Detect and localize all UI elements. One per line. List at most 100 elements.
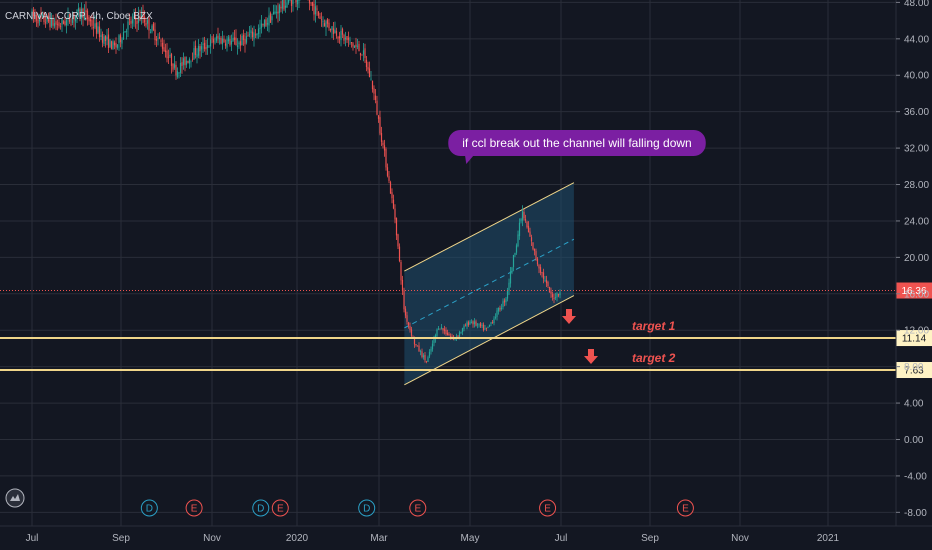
price-tick-label: 32.00 [904, 144, 929, 155]
candle-body [152, 23, 155, 31]
candle-body [532, 242, 534, 250]
price-tick-label: 4.00 [904, 399, 924, 410]
candle-body [187, 60, 189, 63]
candle-body [416, 345, 419, 347]
candle-body [139, 16, 141, 21]
candle-body [82, 8, 84, 19]
candle-body [209, 39, 212, 47]
candle-body [61, 19, 63, 25]
event-label: E [191, 504, 198, 515]
candle-body [481, 325, 483, 327]
candle-body [223, 38, 225, 42]
channel-mid-line [404, 238, 575, 329]
price-axis[interactable]: 48.00 44.00 40.00 36.00 32.00 28.00 24.00 20.00… [896, 0, 929, 519]
price-tick-label: -4.00 [904, 471, 927, 482]
candle-body [280, 6, 282, 9]
candle-body [422, 355, 425, 358]
candle-body [182, 58, 185, 65]
annotation-bubble[interactable]: if ccl break out the channel will fallin… [448, 130, 706, 164]
candle-body [376, 100, 378, 115]
candle-body [235, 37, 237, 46]
candle-body [250, 30, 252, 34]
candle-body [454, 338, 456, 340]
candle-body [443, 329, 446, 331]
candle-body [263, 20, 266, 27]
candle-body [52, 18, 54, 26]
candle-body [269, 13, 272, 23]
candle-body [410, 329, 413, 336]
candle-body [550, 291, 552, 294]
candle-body [227, 37, 230, 42]
event-label: D [257, 504, 264, 515]
candle-body [74, 15, 77, 22]
candle-body [287, 0, 290, 3]
candle-body [55, 21, 57, 25]
candle-body [338, 36, 341, 39]
candle-body [526, 222, 528, 228]
candle-body [439, 328, 441, 330]
candle-body [88, 17, 90, 22]
candle-body [502, 301, 504, 307]
candle-body [314, 6, 317, 15]
candle-body [397, 234, 399, 247]
price-tick-label: 12.00 [904, 326, 929, 337]
candle-body [179, 62, 182, 73]
horizontal-levels[interactable]: 16.36 11.14 target 1 7.63 target 2 [0, 282, 932, 379]
price-tick-label: -8.00 [904, 508, 927, 519]
candle-body [508, 282, 510, 291]
candle-body [517, 234, 519, 247]
event-label: E [277, 504, 284, 515]
time-axis[interactable]: Jul Sep Nov 2020 Mar May Jul Sep Nov 2021 [26, 533, 840, 544]
candle-body [202, 43, 204, 45]
candle-body [215, 36, 218, 41]
candle-body [203, 42, 206, 49]
candle-body [485, 327, 488, 329]
candle-body [49, 19, 51, 28]
candle-body [193, 48, 195, 60]
candle-body [122, 32, 125, 40]
candle-body [329, 28, 332, 31]
candle-body [380, 133, 383, 142]
candle-body [115, 43, 117, 48]
target-price-tag [896, 362, 932, 379]
candle-body [547, 282, 549, 287]
price-tick-label: 36.00 [904, 107, 929, 118]
candle-body [184, 56, 186, 66]
candle-body [103, 36, 105, 45]
candle-body [539, 267, 542, 273]
candle-body [245, 36, 248, 43]
candle-body [199, 46, 201, 52]
candle-body [241, 35, 243, 46]
candle-body [466, 322, 468, 327]
dividend-event-icon [140, 499, 158, 517]
candle-body [457, 335, 459, 337]
channel-fill [404, 182, 574, 385]
candle-body [101, 34, 104, 43]
candle-body [499, 308, 501, 310]
candle-body [185, 60, 188, 65]
candle-body [518, 222, 521, 236]
candle-body [163, 47, 165, 52]
candle-body [403, 290, 405, 310]
candle-body [253, 32, 255, 40]
candle-body [121, 39, 123, 44]
candle-body [445, 330, 447, 334]
channel-upper-line[interactable] [404, 182, 575, 272]
candle-body [316, 8, 318, 10]
candle-body [523, 211, 525, 219]
time-tick-label: Nov [203, 533, 221, 544]
candle-body [413, 338, 416, 345]
candle-body [160, 40, 162, 42]
candle-body [358, 43, 360, 52]
candle-body [31, 11, 33, 19]
candle-body [67, 15, 69, 18]
candle-body [556, 293, 558, 298]
down-arrows [562, 309, 598, 365]
candle-body [274, 11, 276, 14]
candle-body [292, 0, 294, 4]
candle-body [553, 297, 555, 299]
candle-body [70, 23, 72, 25]
candle-body [259, 27, 261, 30]
